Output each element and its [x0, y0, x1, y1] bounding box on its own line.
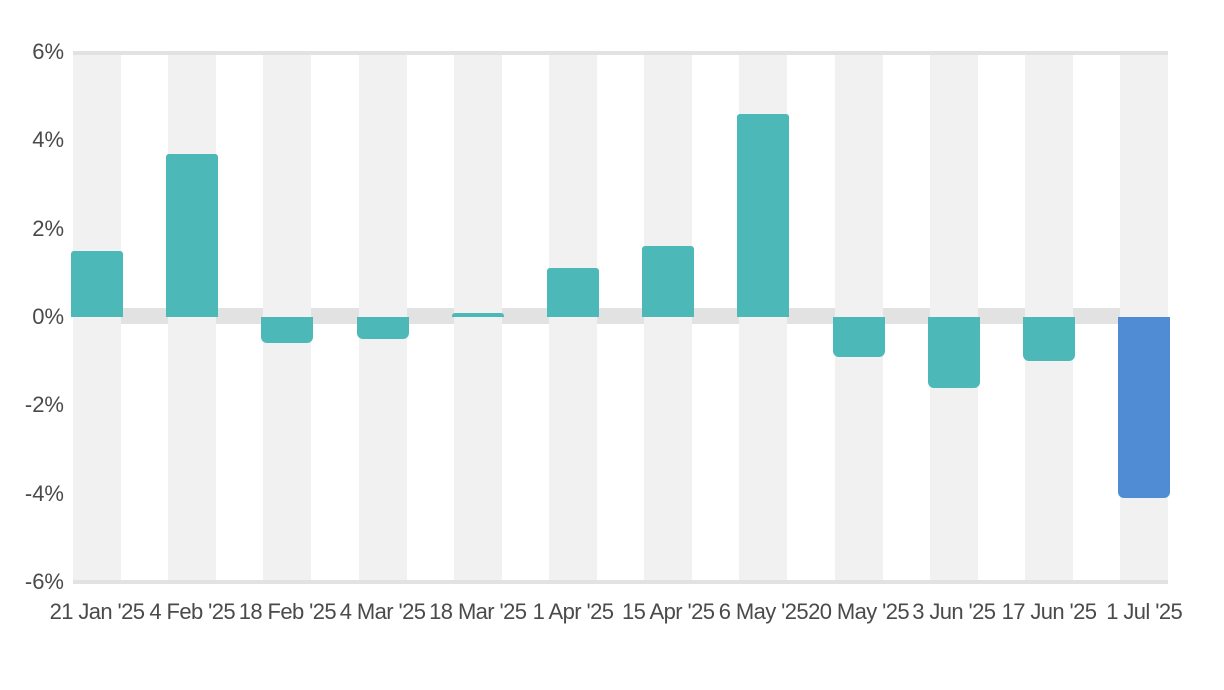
x-axis-label: 17 Jun '25: [1001, 599, 1097, 624]
bar[interactable]: [547, 268, 599, 317]
column-stripe: [549, 54, 597, 580]
bar[interactable]: [261, 317, 314, 344]
x-axis-label: 4 Mar '25: [339, 599, 426, 624]
x-axis-label: 4 Feb '25: [149, 599, 235, 624]
gridline-top: [73, 51, 1168, 55]
bar[interactable]: [166, 153, 219, 317]
bar[interactable]: [642, 246, 695, 317]
column-stripe: [168, 54, 217, 580]
x-axis-label: 18 Feb '25: [238, 599, 337, 624]
bar[interactable]: [1023, 317, 1075, 362]
bar[interactable]: [737, 113, 790, 317]
y-axis-label: -2%: [24, 392, 64, 418]
column-stripe: [453, 54, 502, 580]
y-axis-label: -6%: [24, 568, 64, 594]
x-axis-label: 20 May '25: [808, 599, 910, 624]
x-axis-label: 3 Jun '25: [912, 599, 996, 624]
y-axis-label: -4%: [24, 480, 64, 506]
column-stripe: [644, 54, 693, 580]
bar[interactable]: [927, 317, 980, 388]
y-axis-label: 6%: [32, 39, 64, 64]
bar[interactable]: [356, 317, 409, 340]
y-axis-label: 4%: [32, 127, 64, 153]
x-axis-label: 21 Jan '25: [49, 599, 145, 624]
x-axis-label: 1 Apr '25: [532, 599, 614, 624]
bar[interactable]: [71, 250, 123, 317]
x-axis-label: 6 May '25: [718, 599, 809, 624]
bar[interactable]: [1118, 317, 1171, 499]
x-axis-label: 18 Mar '25: [429, 599, 527, 624]
gridline-bottom: [73, 580, 1168, 584]
y-axis-label: 0%: [32, 304, 64, 329]
zero-band: [73, 308, 1168, 324]
x-axis-label: 15 Apr '25: [621, 599, 715, 624]
bar[interactable]: [451, 312, 504, 317]
x-axis-label: 1 Jul '25: [1106, 599, 1183, 624]
column-stripe: [73, 54, 121, 580]
bar[interactable]: [832, 317, 885, 357]
y-axis-label: 2%: [32, 215, 64, 241]
